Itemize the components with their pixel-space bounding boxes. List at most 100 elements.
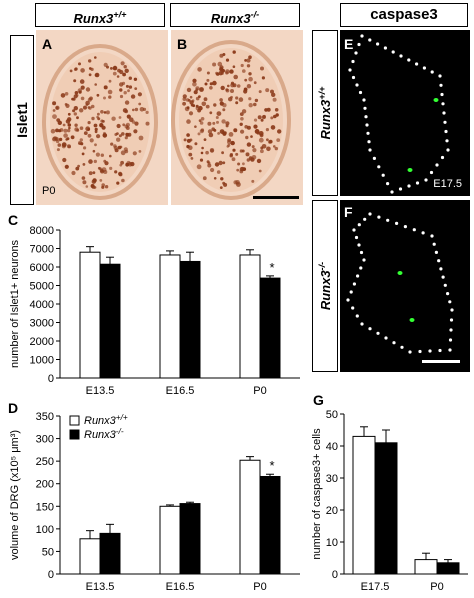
- side-label-box-runx3-ko: Runx3-/-: [312, 200, 338, 372]
- ganglion-body: [50, 52, 150, 192]
- nucleus: [219, 53, 224, 58]
- nucleus: [229, 69, 234, 74]
- nucleus: [103, 111, 107, 114]
- outline-dot: [400, 345, 404, 349]
- nucleus: [81, 152, 85, 156]
- nucleus: [130, 94, 136, 99]
- outline-dot: [349, 290, 353, 294]
- outline-dot: [355, 83, 359, 87]
- header-runx3-ko-text: Runx3-/-: [210, 10, 260, 27]
- nucleus: [72, 109, 76, 113]
- nucleus: [212, 62, 217, 67]
- nucleus: [89, 138, 94, 143]
- gfp-cell: [407, 168, 413, 172]
- nucleus: [213, 128, 217, 132]
- nucleus: [213, 103, 217, 107]
- y-tick-label: 2000: [30, 336, 54, 348]
- nucleus: [258, 169, 262, 173]
- outline-dot: [407, 184, 411, 188]
- nucleus: [88, 59, 92, 63]
- nucleus: [118, 116, 122, 119]
- outline-dot: [441, 275, 445, 279]
- nucleus: [71, 97, 74, 101]
- y-tick-label: 200: [36, 479, 54, 491]
- outline-dot: [362, 258, 366, 262]
- y-tick-label: 7000: [30, 244, 54, 256]
- nucleus: [88, 159, 93, 164]
- outline-dot: [429, 170, 434, 175]
- nucleus: [197, 132, 201, 136]
- nucleus: [133, 77, 138, 81]
- outline-dot: [430, 70, 434, 74]
- nucleus: [216, 111, 222, 116]
- outline-dot: [376, 331, 380, 335]
- nucleus: [192, 82, 197, 87]
- nucleus: [239, 167, 244, 172]
- nucleus: [93, 123, 98, 128]
- outline-dot: [377, 215, 381, 219]
- nucleus: [215, 116, 219, 119]
- nucleus: [207, 129, 213, 134]
- nucleus: [218, 160, 223, 166]
- header-runx3-wt-text: Runx3+/+: [73, 10, 127, 27]
- y-tick-label: 250: [36, 456, 54, 468]
- nucleus: [186, 87, 192, 93]
- nucleus: [85, 87, 91, 92]
- nucleus: [69, 69, 73, 73]
- nucleus: [206, 78, 210, 82]
- nucleus: [65, 103, 70, 108]
- nucleus: [198, 119, 202, 122]
- nucleus: [264, 108, 268, 112]
- nucleus: [124, 100, 130, 105]
- outline-dot: [351, 306, 355, 310]
- nucleus: [117, 145, 122, 150]
- fluorescence-panel-e: E E17.5: [340, 30, 470, 196]
- nucleus: [229, 154, 233, 158]
- nucleus: [251, 179, 255, 183]
- nucleus: [103, 159, 107, 163]
- outline-dot: [437, 259, 441, 263]
- nucleus: [101, 167, 107, 173]
- nucleus: [116, 123, 121, 129]
- nucleus: [182, 97, 187, 101]
- nucleus: [79, 79, 85, 84]
- nucleus: [102, 120, 105, 123]
- nucleus: [184, 106, 190, 112]
- nucleus: [221, 151, 224, 155]
- nucleus: [235, 101, 239, 105]
- micrograph-b-image: [171, 40, 299, 200]
- nucleus: [85, 103, 89, 106]
- outline-dot: [434, 250, 438, 254]
- outline-dot: [446, 148, 450, 152]
- nucleus: [112, 71, 117, 76]
- nucleus: [50, 128, 56, 134]
- nucleus: [99, 167, 102, 171]
- nucleus: [216, 120, 219, 124]
- nucleus: [248, 72, 252, 76]
- bar-ko: [99, 532, 121, 575]
- outline-dot: [367, 140, 371, 144]
- nucleus: [192, 78, 197, 83]
- nucleus: [257, 115, 262, 120]
- nucleus: [79, 126, 84, 130]
- nucleus: [110, 67, 113, 70]
- nucleus: [228, 132, 234, 137]
- nucleus: [87, 106, 91, 109]
- bar-wt: [159, 254, 181, 379]
- outline-dot: [366, 131, 370, 135]
- nucleus: [132, 151, 137, 156]
- y-tick-label: 50: [42, 546, 54, 558]
- nucleus: [222, 108, 226, 112]
- nucleus: [81, 176, 86, 180]
- outline-dot: [441, 102, 445, 106]
- nucleus: [235, 96, 239, 100]
- nucleus: [116, 181, 120, 185]
- nucleus: [273, 114, 277, 119]
- nucleus: [52, 109, 56, 112]
- outline-dot: [386, 182, 390, 186]
- nucleus: [123, 91, 127, 95]
- nucleus: [237, 162, 241, 166]
- bar-ko: [99, 263, 121, 379]
- outline-dot: [445, 139, 449, 143]
- nucleus: [195, 88, 199, 92]
